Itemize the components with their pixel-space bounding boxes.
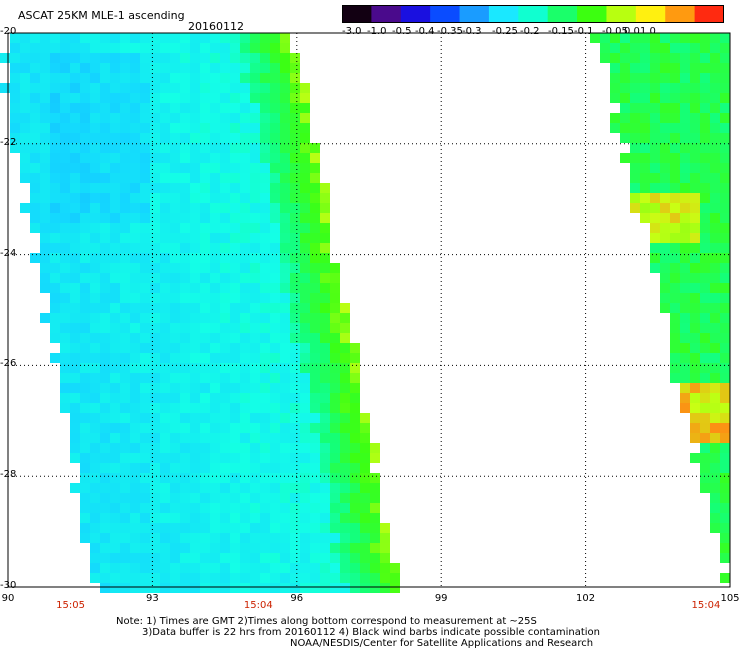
swath-left (0, 33, 400, 593)
colorbar-swatch (694, 5, 724, 23)
colorbar-swatch (371, 5, 402, 23)
colorbar-label: -0.25 (492, 26, 518, 37)
colorbar-swatch (606, 5, 637, 23)
latitude-label: -20 (0, 26, 17, 37)
colorbar-label: -0.2 (520, 26, 540, 37)
colorbar-label: -0.05 (602, 26, 628, 37)
note-line-2: 3)Data buffer is 22 hrs from 20160112 4)… (142, 627, 600, 638)
latitude-label: -22 (0, 136, 17, 148)
colorbar-swatch (459, 5, 490, 23)
latitude-label: -24 (0, 247, 17, 259)
colorbar-label: -1.0 (367, 26, 387, 37)
colorbar-swatch (488, 5, 519, 23)
colorbar-label: -0.3 (462, 26, 482, 37)
colorbar-label: -0.4 (415, 26, 435, 37)
colorbar-swatch (577, 5, 607, 23)
latitude-label: -26 (0, 358, 17, 370)
longitude-label: 96 (290, 593, 304, 604)
note-line-3: NOAA/NESDIS/Center for Satellite Applica… (290, 638, 594, 649)
longitude-label: 93 (146, 593, 159, 604)
graticule (8, 33, 730, 587)
colorbar-label: -0.35 (437, 26, 463, 37)
latitude-label: -30 (0, 580, 17, 591)
colorbar-label: 1.0 (640, 26, 656, 37)
colorbar-label: -0.15 (548, 26, 574, 37)
longitude-label: 102 (576, 593, 596, 604)
map-date: 20160112 (188, 20, 244, 33)
colorbar-swatch (342, 5, 372, 23)
colorbar-swatch (430, 5, 461, 23)
longitude-label: 105 (720, 593, 740, 604)
colorbar-swatch (547, 5, 578, 23)
pass-time-label: 15:04 (691, 600, 721, 611)
pass-time-label: 15:05 (56, 600, 85, 611)
swath-right (590, 33, 730, 583)
note-line-1: Note: 1) Times are GMT 2)Times along bot… (116, 616, 537, 627)
map-title: ASCAT 25KM MLE-1 ascending (18, 9, 185, 22)
colorbar (342, 5, 724, 23)
latitude-label: -28 (0, 469, 17, 481)
longitude-label: 90 (1, 593, 15, 604)
colorbar-label: -3.0 (342, 26, 362, 37)
colorbar-swatch (518, 5, 549, 23)
colorbar-label: 0.0 (624, 26, 640, 37)
colorbar-swatch (400, 5, 431, 23)
pass-time-label: 15:04 (243, 600, 273, 611)
colorbar-swatch (665, 5, 696, 23)
colorbar-label: -0.5 (392, 26, 412, 37)
colorbar-label: -0.1 (574, 26, 594, 37)
colorbar-swatch (635, 5, 666, 23)
longitude-label: 99 (434, 593, 448, 604)
